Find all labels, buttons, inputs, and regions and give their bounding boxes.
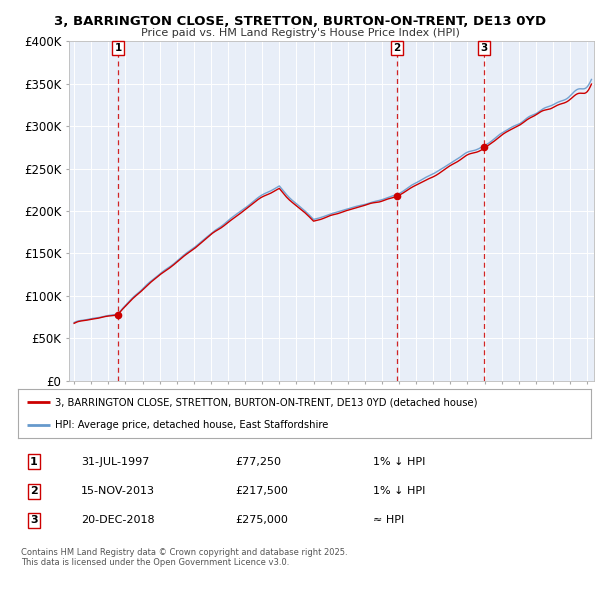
Text: £217,500: £217,500 [236, 486, 289, 496]
Text: 20-DEC-2018: 20-DEC-2018 [81, 516, 155, 526]
Text: £275,000: £275,000 [236, 516, 289, 526]
Text: Contains HM Land Registry data © Crown copyright and database right 2025.
This d: Contains HM Land Registry data © Crown c… [21, 548, 347, 567]
Text: 2: 2 [30, 486, 38, 496]
Text: 3: 3 [30, 516, 38, 526]
Text: £77,250: £77,250 [236, 457, 282, 467]
Text: ≈ HPI: ≈ HPI [373, 516, 404, 526]
Text: 31-JUL-1997: 31-JUL-1997 [81, 457, 149, 467]
Text: 1% ↓ HPI: 1% ↓ HPI [373, 457, 425, 467]
Text: 1% ↓ HPI: 1% ↓ HPI [373, 486, 425, 496]
Text: HPI: Average price, detached house, East Staffordshire: HPI: Average price, detached house, East… [55, 419, 329, 430]
Text: 15-NOV-2013: 15-NOV-2013 [81, 486, 155, 496]
Text: 1: 1 [30, 457, 38, 467]
Text: 3, BARRINGTON CLOSE, STRETTON, BURTON-ON-TRENT, DE13 0YD: 3, BARRINGTON CLOSE, STRETTON, BURTON-ON… [54, 15, 546, 28]
Text: Price paid vs. HM Land Registry's House Price Index (HPI): Price paid vs. HM Land Registry's House … [140, 28, 460, 38]
Text: 1: 1 [115, 43, 122, 53]
Text: 3: 3 [481, 43, 488, 53]
Text: 3, BARRINGTON CLOSE, STRETTON, BURTON-ON-TRENT, DE13 0YD (detached house): 3, BARRINGTON CLOSE, STRETTON, BURTON-ON… [55, 398, 478, 408]
Text: 2: 2 [394, 43, 401, 53]
